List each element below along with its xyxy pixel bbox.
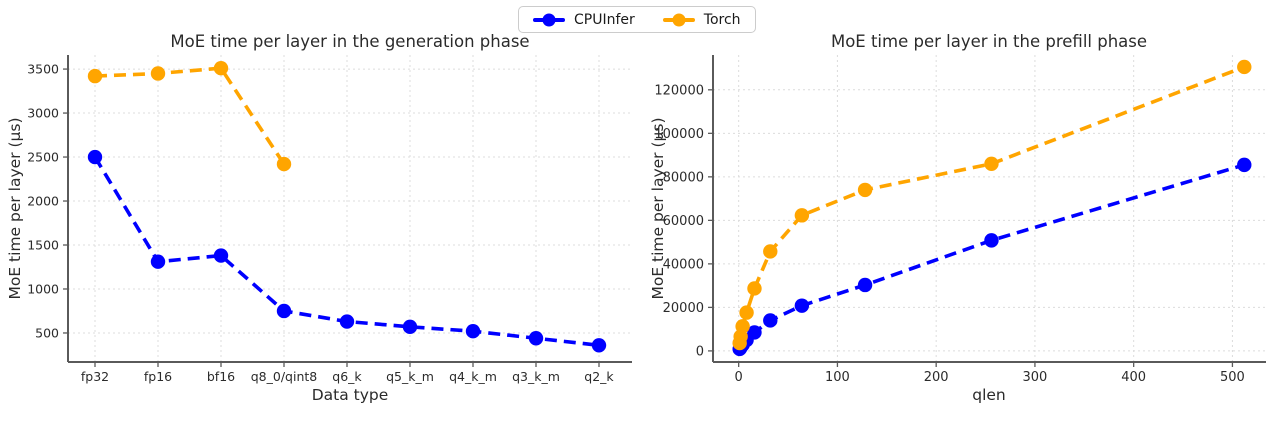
generation-chart-marker-torch — [150, 66, 166, 81]
prefill-chart-xlabel: qlen — [972, 386, 1006, 404]
legend-label-cpuinfer: CPUInfer — [574, 11, 635, 28]
generation-chart-line-torch — [94, 66, 286, 166]
prefill-chart-marker-cpuinfer — [857, 277, 873, 293]
generation-chart-marker-torch — [276, 156, 292, 172]
prefill-chart-marker-torch — [857, 182, 873, 198]
prefill-chart-ytick-label: 120000 — [654, 83, 704, 98]
legend-item-cpuinfer: CPUInfer — [533, 13, 635, 27]
torch-line-marker-icon — [662, 13, 695, 26]
generation-chart-xtick-label: fp32 — [81, 369, 109, 384]
prefill-chart-marker-cpuinfer — [984, 233, 999, 248]
prefill-chart-marker-torch — [763, 244, 778, 259]
generation-chart-xtick-label: q3_k_m — [512, 369, 560, 384]
prefill-chart-ytick-label: 20000 — [663, 301, 704, 316]
generation-chart-marker-cpuinfer — [591, 338, 607, 353]
generation-chart-marker-cpuinfer — [339, 314, 355, 329]
generation-chart-marker-cpuinfer — [87, 149, 103, 165]
generation-chart-marker-cpuinfer — [465, 324, 481, 339]
prefill-chart-marker-torch — [1237, 59, 1252, 75]
prefill-chart-xtick-label: 500 — [1220, 370, 1245, 385]
generation-chart-xtick-label: fp16 — [144, 369, 172, 384]
generation-chart-ytick-label: 500 — [35, 325, 59, 340]
prefill-chart-xtick-label: 400 — [1121, 370, 1146, 385]
prefill-chart-ytick-label: 60000 — [663, 214, 704, 229]
prefill-chart-marker-torch — [984, 156, 999, 171]
generation-chart-marker-cpuinfer — [213, 248, 229, 263]
generation-chart-ytick-label: 1000 — [27, 281, 59, 296]
generation-chart-ylabel: MoE time per layer (μs) — [6, 117, 24, 299]
prefill-chart-ytick-label: 0 — [696, 344, 704, 359]
legend-label-torch: Torch — [703, 11, 741, 28]
prefill-chart-xtick-label: 100 — [825, 370, 850, 385]
prefill-chart-ytick-label: 40000 — [663, 257, 704, 272]
prefill-chart-marker-cpuinfer — [794, 298, 810, 313]
generation-chart-marker-cpuinfer — [528, 331, 544, 346]
prefill-chart-marker-cpuinfer — [747, 325, 762, 340]
generation-chart-xtick-label: q6_k — [332, 369, 362, 384]
prefill-chart-xtick-label: 300 — [1023, 370, 1048, 385]
prefill-chart-line-cpuinfer — [738, 163, 1245, 350]
generation-chart-xlabel: Data type — [312, 386, 389, 404]
generation-chart-xtick-label: q5_k_m — [386, 369, 434, 384]
generation-chart-ytick-label: 2000 — [27, 194, 59, 209]
prefill-chart-ylabel: MoE time per layer (μs) — [649, 117, 667, 299]
generation-chart-ytick-label: 3500 — [27, 62, 59, 77]
generation-chart-marker-cpuinfer — [150, 254, 166, 269]
cpuinfer-line-marker-icon — [533, 13, 565, 26]
prefill-chart-marker-cpuinfer — [1237, 157, 1252, 173]
generation-chart-ytick-label: 1500 — [27, 238, 59, 253]
prefill-chart-xtick-label: 0 — [735, 370, 743, 385]
prefill-chart-marker-torch — [739, 305, 754, 320]
prefill-chart-marker-torch — [794, 208, 810, 223]
generation-chart-marker-cpuinfer — [402, 319, 418, 335]
generation-chart-xtick-label: q8_0/qint8 — [251, 369, 318, 384]
generation-chart-xtick-label: q4_k_m — [449, 369, 497, 384]
generation-chart-title: MoE time per layer in the generation pha… — [170, 32, 529, 51]
legend: CPUInfer Torch — [518, 6, 756, 33]
legend-item-torch: Torch — [662, 11, 741, 28]
generation-chart-xtick-label: bf16 — [207, 369, 235, 384]
generation-chart-marker-cpuinfer — [276, 303, 292, 319]
prefill-chart-title: MoE time per layer in the prefill phase — [831, 32, 1147, 51]
prefill-chart-marker-torch — [735, 319, 750, 334]
prefill-chart-marker-cpuinfer — [763, 313, 778, 328]
generation-chart-xtick-label: q2_k — [584, 369, 614, 384]
generation-chart-marker-torch — [213, 60, 229, 76]
generation-chart-ytick-label: 2500 — [27, 150, 59, 165]
prefill-chart-line-torch — [737, 65, 1245, 344]
prefill-chart-ytick-label: 100000 — [654, 127, 704, 142]
prefill-chart-xtick-label: 200 — [924, 370, 949, 385]
generation-chart-ytick-label: 3000 — [27, 106, 59, 121]
prefill-chart-ytick-label: 80000 — [663, 170, 704, 185]
generation-chart-marker-torch — [87, 68, 103, 84]
prefill-chart-marker-torch — [747, 281, 762, 296]
